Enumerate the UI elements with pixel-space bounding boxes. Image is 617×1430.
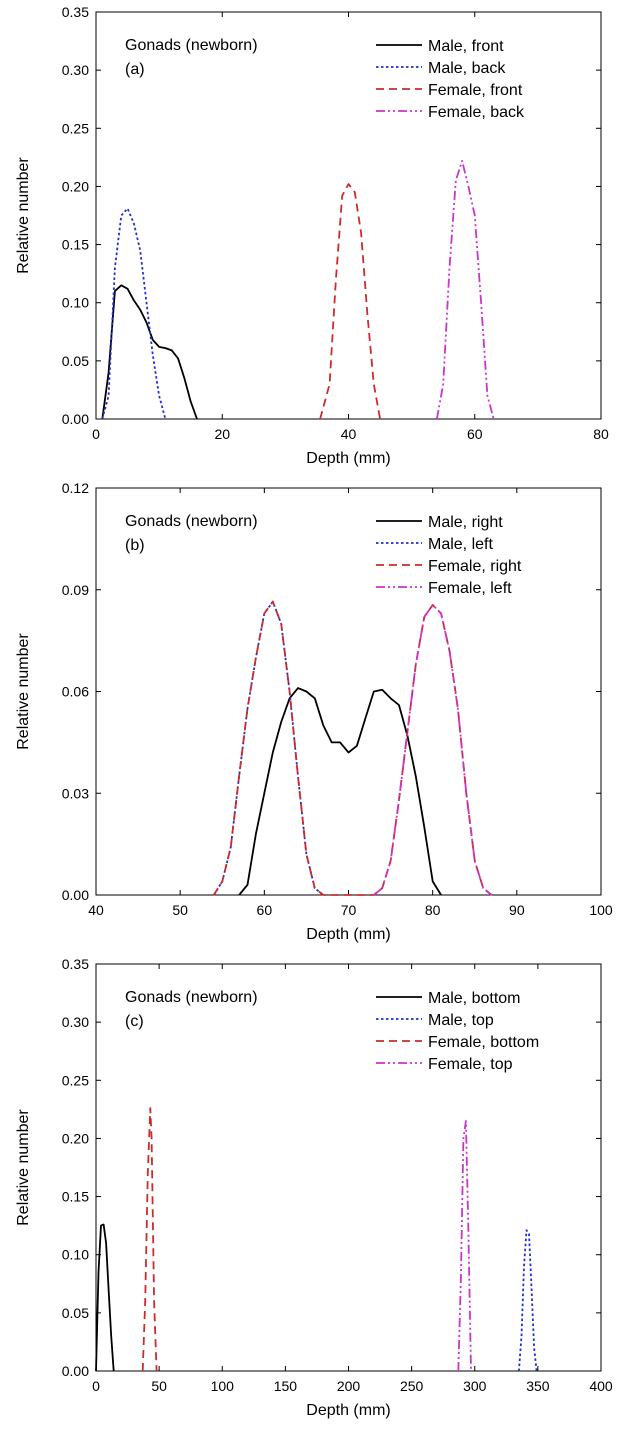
- legend-entry-label: Female, top: [428, 1056, 513, 1073]
- x-tick-label: 0: [92, 1378, 100, 1394]
- y-tick-label: 0.09: [62, 582, 89, 598]
- panel-label-c: (c): [125, 1013, 144, 1030]
- legend-entry-label: Female, bottom: [428, 1034, 539, 1051]
- panel-label-a: (a): [125, 61, 145, 78]
- legend-entry-label: Male, front: [428, 38, 504, 55]
- x-tick-label: 250: [400, 1378, 424, 1394]
- panel-label-b: (b): [125, 537, 145, 554]
- series-line-male-front: [101, 284, 198, 420]
- y-tick-label: 0.35: [62, 956, 89, 972]
- y-tick-label: 0.10: [62, 295, 89, 311]
- y-axis-title: Relative number: [15, 633, 32, 750]
- x-tick-label: 150: [274, 1378, 298, 1394]
- legend-entry-label: Male, right: [428, 514, 503, 531]
- series-line-male-back: [101, 207, 167, 420]
- panel-annotation-title: Gonads (newborn): [125, 37, 258, 54]
- series-line-female-left: [373, 604, 493, 896]
- y-tick-label: 0.20: [62, 1130, 89, 1146]
- x-axis-title: Depth (mm): [306, 1402, 390, 1419]
- plot-frame: [95, 963, 602, 1372]
- x-tick-label: 300: [463, 1378, 487, 1394]
- series-line-female-front: [319, 183, 381, 420]
- x-tick-label: 350: [526, 1378, 550, 1394]
- plot-frame: [95, 11, 602, 420]
- legend-entry-label: Female, right: [428, 558, 522, 575]
- x-tick-label: 70: [341, 902, 357, 918]
- y-tick-label: 0.25: [62, 120, 89, 136]
- series-line-male-left: [213, 600, 324, 896]
- y-tick-label: 0.00: [62, 887, 89, 903]
- x-tick-label: 20: [214, 426, 230, 442]
- y-tick-label: 0.10: [62, 1247, 89, 1263]
- x-axis-title: Depth (mm): [306, 926, 390, 943]
- y-tick-label: 0.20: [62, 178, 89, 194]
- legend-entry-label: Male, bottom: [428, 990, 520, 1007]
- x-axis-title: Depth (mm): [306, 450, 390, 467]
- series-line-female-back: [436, 159, 495, 420]
- y-tick-label: 0.00: [62, 411, 89, 427]
- legend-entry-label: Female, left: [428, 580, 512, 597]
- legend-entry-label: Male, top: [428, 1012, 494, 1029]
- x-tick-label: 50: [172, 902, 188, 918]
- series-line-male-right: [238, 687, 442, 896]
- x-tick-label: 200: [337, 1378, 361, 1394]
- x-tick-label: 60: [467, 426, 483, 442]
- x-tick-label: 80: [593, 426, 609, 442]
- y-axis-title: Relative number: [15, 1109, 32, 1226]
- y-tick-label: 0.05: [62, 353, 89, 369]
- y-tick-label: 0.15: [62, 1189, 89, 1205]
- x-tick-label: 400: [589, 1378, 613, 1394]
- y-tick-label: 0.25: [62, 1072, 89, 1088]
- x-tick-label: 0: [92, 426, 100, 442]
- y-tick-label: 0.15: [62, 237, 89, 253]
- y-tick-label: 0.12: [62, 480, 89, 496]
- y-tick-label: 0.30: [62, 62, 89, 78]
- chart-panel-a: 0.00 0.05 0.10 0.15 0.20 0.25 0.30 0.35 0 20 40 60 8…: [15, 4, 609, 467]
- panel-annotation-title: Gonads (newborn): [125, 513, 258, 530]
- y-tick-label: 0.00: [62, 1363, 89, 1379]
- series-line-male-top: [518, 1229, 538, 1372]
- y-tick-label: 0.35: [62, 4, 89, 20]
- x-tick-label: 40: [341, 426, 357, 442]
- x-tick-label: 90: [509, 902, 525, 918]
- series-line-female-bottom: [141, 1107, 158, 1372]
- y-tick-label: 0.06: [62, 684, 89, 700]
- x-tick-label: 100: [589, 902, 613, 918]
- series-line-male-bottom: [95, 1223, 115, 1372]
- series-line-female-top: [457, 1120, 472, 1372]
- y-tick-label: 0.03: [62, 785, 89, 801]
- plot-frame: [95, 487, 602, 896]
- chart-panel-b: 0.00 0.03 0.06 0.09 0.12 40 50 60 70 80 90 100 Depth…: [15, 480, 613, 943]
- x-tick-label: 80: [425, 902, 441, 918]
- legend-entry-label: Female, back: [428, 104, 525, 121]
- chart-panel-c: 0.00 0.05 0.10 0.15 0.20 0.25 0.30 0.35 0 50 100 15…: [15, 956, 613, 1419]
- x-tick-label: 40: [88, 902, 104, 918]
- x-tick-label: 100: [211, 1378, 235, 1394]
- legend-entry-label: Male, left: [428, 536, 493, 553]
- x-tick-label: 60: [257, 902, 273, 918]
- x-tick-label: 50: [151, 1378, 167, 1394]
- y-axis-title: Relative number: [15, 157, 32, 274]
- y-tick-label: 0.05: [62, 1305, 89, 1321]
- legend-entry-label: Female, front: [428, 82, 523, 99]
- y-tick-label: 0.30: [62, 1014, 89, 1030]
- panel-annotation-title: Gonads (newborn): [125, 989, 258, 1006]
- legend-entry-label: Male, back: [428, 60, 506, 77]
